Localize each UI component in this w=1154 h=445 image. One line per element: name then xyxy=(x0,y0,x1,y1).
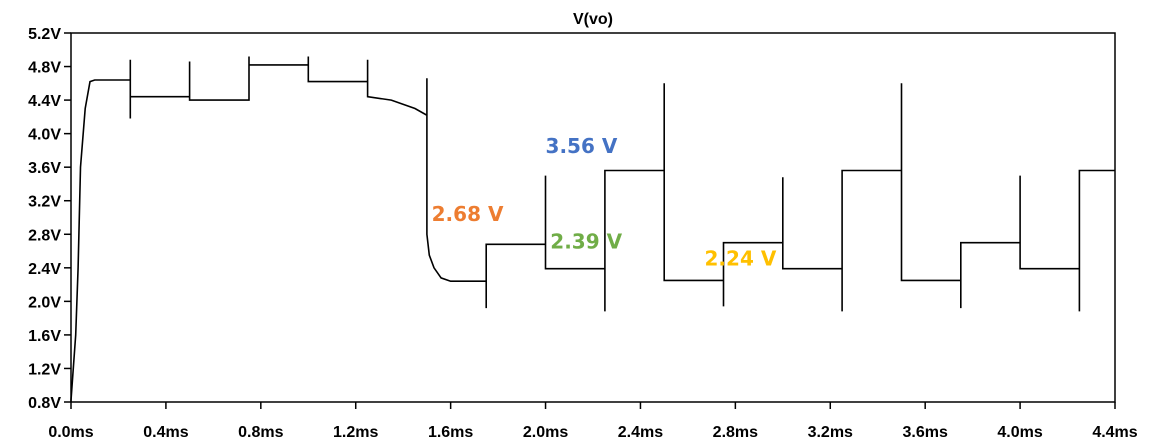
y-tick-label: 1.2V xyxy=(28,361,61,378)
annotations: 3.56 V 2.68 V 2.39 V 2.24 V xyxy=(432,134,777,270)
x-tick-label: 4.4ms xyxy=(1092,424,1137,441)
y-tick-label: 3.6V xyxy=(28,160,61,177)
y-tick-label: 0.8V xyxy=(28,395,61,412)
y-tick-label: 2.8V xyxy=(28,227,61,244)
x-tick-label: 0.4ms xyxy=(143,424,188,441)
y-tick-label: 2.0V xyxy=(28,294,61,311)
x-tick-label: 3.6ms xyxy=(902,424,947,441)
x-tick-label: 2.0ms xyxy=(523,424,568,441)
y-tick-label: 4.0V xyxy=(28,127,61,144)
x-tick-label: 0.8ms xyxy=(238,424,283,441)
x-tick-label: 3.2ms xyxy=(808,424,853,441)
value-annotation: 3.56 V xyxy=(546,134,618,158)
y-tick-label: 5.2V xyxy=(28,26,61,43)
value-annotation: 2.24 V xyxy=(705,246,777,270)
y-tick-label: 4.4V xyxy=(28,93,61,110)
x-tick-label: 0.0ms xyxy=(48,424,93,441)
series-line-vo xyxy=(70,56,1115,402)
y-tick-label: 1.6V xyxy=(28,328,61,345)
x-tick-label: 2.8ms xyxy=(713,424,758,441)
y-axis-ticks: 0.8V 1.2V 1.6V 2.0V 2.4V 2.8V 3.2V 3.6V 4.0V 4.4V… xyxy=(28,26,71,412)
plot-frame xyxy=(70,32,1116,403)
x-axis-ticks: 0.0ms 0.4ms 0.8ms 1.2ms 1.6ms 2.0ms 2.4ms 2.8ms… xyxy=(48,402,1138,441)
value-annotation: 2.68 V xyxy=(432,202,504,226)
value-annotation: 2.39 V xyxy=(550,230,622,254)
x-tick-label: 1.2ms xyxy=(333,424,378,441)
chart-title: V(vo) xyxy=(573,11,613,28)
y-tick-label: 3.2V xyxy=(28,194,61,211)
y-tick-label: 2.4V xyxy=(28,261,61,278)
x-tick-label: 2.4ms xyxy=(618,424,663,441)
x-tick-label: 4.0ms xyxy=(997,424,1042,441)
x-tick-label: 1.6ms xyxy=(428,424,473,441)
y-tick-label: 4.8V xyxy=(28,60,61,77)
